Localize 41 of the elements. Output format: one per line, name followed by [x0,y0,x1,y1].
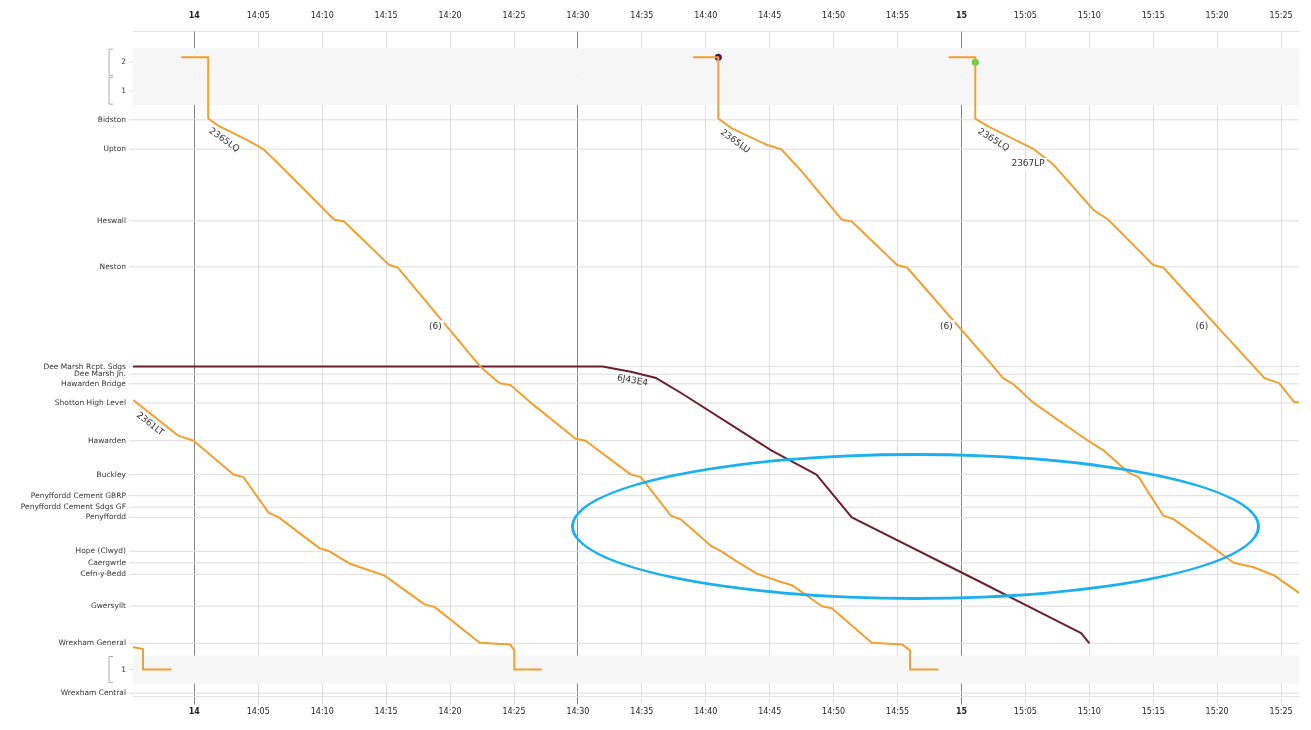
x2-tick-label: 15:25 [1269,10,1293,20]
x-tick-label: 15:20 [1205,707,1229,717]
x2-tick-label: 15:05 [1013,10,1037,20]
x-tick-label: 14:50 [822,707,846,717]
x2-tick-label: 14:30 [566,10,590,20]
x-tick-label: 14:30 [566,707,590,717]
annotation: (6) [1195,320,1209,331]
text: 6J43E4 [616,372,650,388]
x-tick-label: 14:20 [438,707,462,717]
x2-tick-label: 15:15 [1141,10,1165,20]
x-tick-label: 15 [955,707,968,717]
x-tick-label: 15:10 [1077,707,1101,717]
annotation: 2367LP [1011,158,1046,169]
x2-tick-label: 14:10 [310,10,334,20]
x2-tick-label: 14:05 [246,10,270,20]
x-tick-label: 14:15 [374,707,398,717]
x-tick-label: 14:35 [630,707,654,717]
x-tick-label: 14:45 [758,707,782,717]
x2-tick-label: 14:50 [822,10,846,20]
annotation: (6) [939,320,953,331]
x-tick-label: 15:05 [1013,707,1037,717]
x2-tick-label: 14:40 [694,10,718,20]
x-tick-label: 14:40 [694,707,718,717]
x2-tick-label: 14:45 [758,10,782,20]
x-tick-label: 14:55 [886,707,910,717]
x2-tick-label: 14:20 [438,10,462,20]
x2-tick-label: 14:35 [630,10,654,20]
x2-tick-label: 15 [955,10,968,20]
x2-tick-label: 15:20 [1205,10,1229,20]
annotation: (6) [429,320,442,331]
x-tick-label: 15:15 [1141,707,1165,717]
x-tick-label: 14:10 [310,707,334,717]
x-tick-label: 14:25 [502,707,526,717]
x2-tick-label: 14:15 [374,10,398,20]
x2-tick-label: 14 [188,10,201,20]
x2-tick-label: 15:10 [1077,10,1101,20]
x2-tick-label: 14:25 [502,10,526,20]
x2-tick-label: 14:55 [886,10,910,20]
x-tick-label: 14:05 [246,707,270,717]
x-tick-label: 14 [188,707,201,717]
x-tick-label: 15:25 [1269,707,1293,717]
